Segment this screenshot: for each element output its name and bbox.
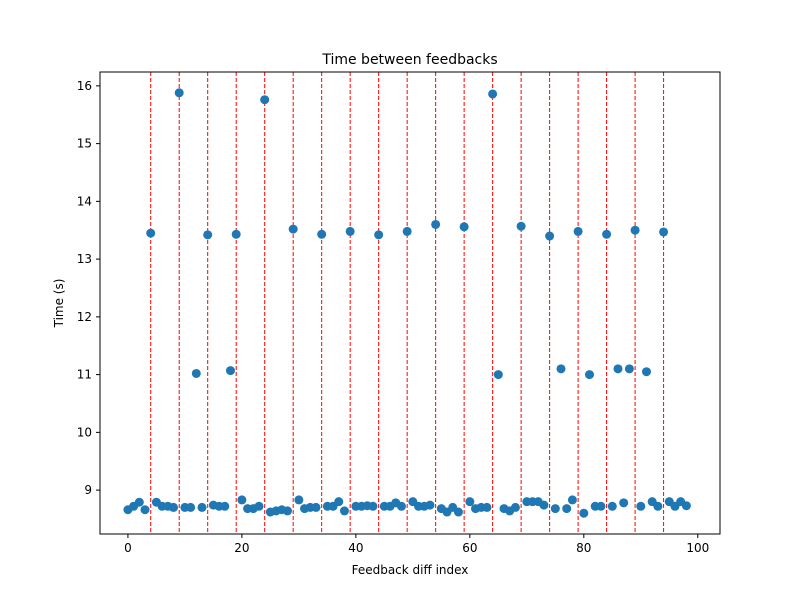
- data-point: [681, 501, 691, 511]
- data-point: [396, 501, 406, 511]
- data-point: [619, 498, 629, 508]
- data-point: [482, 502, 492, 512]
- x-tick-label: 100: [686, 541, 709, 555]
- data-point: [607, 501, 617, 511]
- data-point: [579, 508, 589, 518]
- data-point: [374, 230, 384, 240]
- data-point: [431, 219, 441, 229]
- data-point: [493, 370, 503, 380]
- chart-title: Time between feedbacks: [321, 52, 497, 68]
- data-point: [596, 501, 606, 511]
- data-point: [191, 368, 201, 378]
- data-point: [459, 222, 469, 232]
- data-point: [465, 497, 475, 507]
- y-tick-label: 15: [77, 137, 92, 151]
- data-point: [368, 501, 378, 511]
- x-tick-label: 20: [234, 541, 249, 555]
- y-axis-label: Time (s): [52, 279, 66, 329]
- data-point: [624, 364, 634, 374]
- data-point: [237, 495, 247, 505]
- data-point: [317, 229, 327, 239]
- y-tick-label: 11: [77, 368, 92, 382]
- axes-frame: [99, 71, 721, 535]
- data-point: [556, 364, 566, 374]
- y-tick-label: 13: [77, 252, 92, 266]
- vertical-lines-group: [150, 72, 665, 534]
- x-tick-label: 80: [576, 541, 591, 555]
- y-tick-label: 14: [77, 194, 92, 208]
- plot-area: [99, 71, 721, 535]
- y-tick-label: 12: [77, 310, 92, 324]
- y-tick-label: 16: [77, 79, 92, 93]
- data-point: [134, 497, 144, 507]
- x-axis-label: Feedback diff index: [352, 563, 469, 577]
- data-point: [174, 88, 184, 98]
- data-point: [402, 226, 412, 236]
- y-tick-label: 10: [77, 425, 92, 439]
- data-point: [550, 504, 560, 514]
- data-point: [220, 501, 230, 511]
- data-point: [453, 507, 463, 517]
- data-point: [254, 501, 264, 511]
- data-point: [510, 502, 520, 512]
- data-point: [146, 228, 156, 238]
- data-point: [545, 231, 555, 241]
- data-point: [288, 224, 298, 234]
- data-point: [585, 370, 595, 380]
- y-axis-ticks: 9 10 11 12 13 14 15 16: [77, 79, 100, 497]
- data-points-group: [123, 88, 691, 518]
- data-point: [636, 501, 646, 511]
- x-axis-ticks: 0 20 40 60 80 100: [124, 534, 709, 555]
- x-tick-label: 40: [348, 541, 363, 555]
- data-point: [567, 495, 577, 505]
- data-point: [231, 229, 241, 239]
- y-tick-label: 9: [84, 483, 92, 497]
- data-point: [203, 230, 213, 240]
- data-point: [140, 505, 150, 515]
- data-point: [602, 229, 612, 239]
- data-point: [225, 366, 235, 376]
- data-point: [197, 502, 207, 512]
- x-tick-label: 0: [124, 541, 132, 555]
- data-point: [260, 95, 270, 105]
- data-point: [562, 504, 572, 514]
- data-point: [294, 495, 304, 505]
- data-point: [282, 506, 292, 516]
- data-point: [539, 500, 549, 510]
- data-point: [311, 502, 321, 512]
- data-point: [169, 502, 179, 512]
- data-point: [186, 502, 196, 512]
- data-point: [334, 497, 344, 507]
- data-point: [488, 89, 498, 99]
- data-point: [339, 506, 349, 516]
- data-point: [641, 367, 651, 377]
- x-tick-label: 60: [462, 541, 477, 555]
- data-point: [345, 226, 355, 236]
- data-point: [573, 226, 583, 236]
- data-point: [653, 501, 663, 511]
- data-point: [659, 227, 669, 237]
- data-point: [425, 500, 435, 510]
- data-point: [613, 364, 623, 374]
- data-point: [516, 221, 526, 231]
- data-point: [630, 225, 640, 235]
